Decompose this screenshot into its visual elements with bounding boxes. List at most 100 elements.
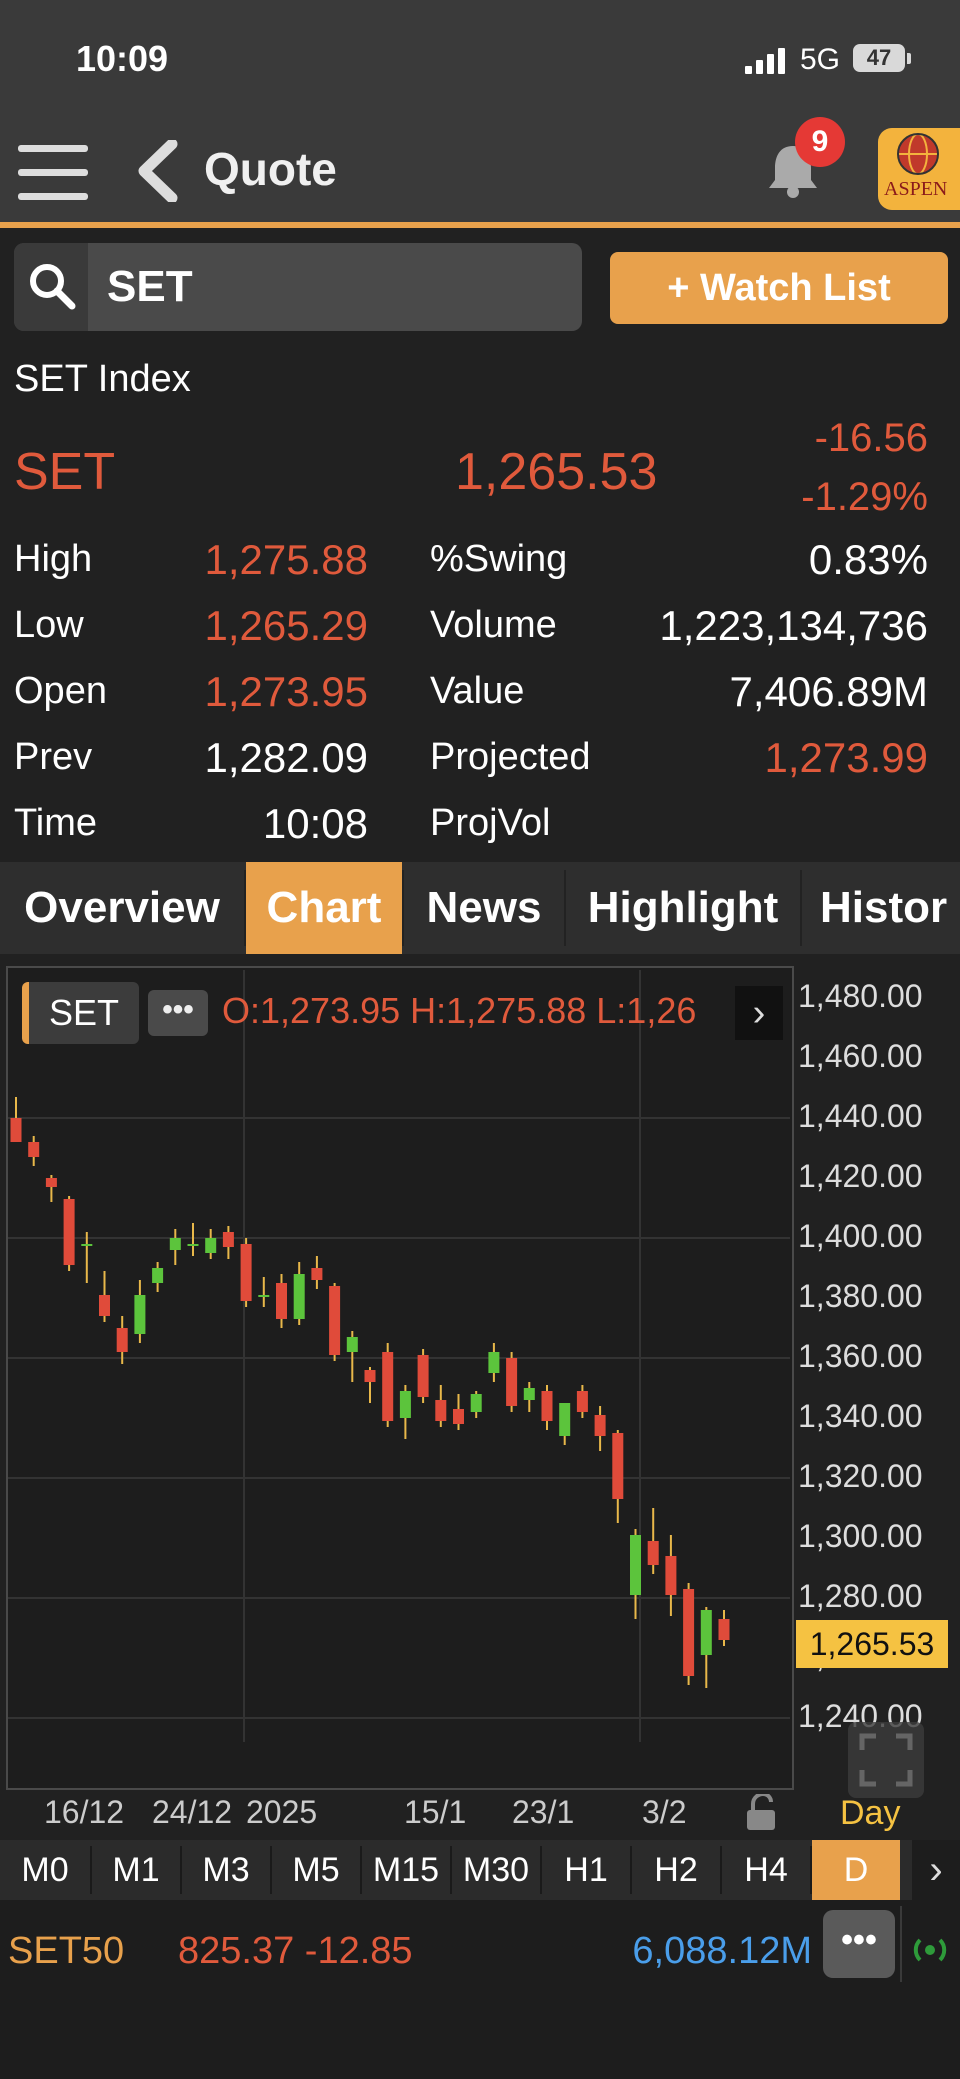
globe-icon	[897, 133, 939, 175]
y-tick-label: 1,320.00	[798, 1458, 923, 1494]
timeframe-m15[interactable]: M15	[372, 1851, 440, 1889]
tab-news[interactable]: News	[426, 883, 542, 932]
tab-overview[interactable]: Overview	[24, 883, 220, 932]
candle-body	[81, 1244, 93, 1246]
candle-body	[647, 1541, 659, 1565]
timeframe-h1[interactable]: H1	[564, 1851, 608, 1889]
candle-body	[99, 1295, 110, 1316]
candle-body	[311, 1268, 323, 1280]
volume-value: 1,223,134,736	[659, 602, 928, 649]
candle-body	[612, 1433, 624, 1499]
projected-label: Projected	[430, 736, 591, 778]
ticker-more-button[interactable]: •••	[823, 1910, 895, 1978]
candle-body	[630, 1535, 641, 1595]
x-tick-label: 24/12	[152, 1794, 233, 1830]
candle-body	[116, 1328, 128, 1352]
candle-body	[10, 1118, 22, 1142]
tab-highlight[interactable]: Highlight	[587, 883, 779, 932]
candle-body	[240, 1244, 252, 1301]
candle-body	[258, 1295, 270, 1297]
ticker-symbol[interactable]: SET50	[8, 1930, 125, 1972]
chart-period-label: Day	[840, 1794, 901, 1832]
notification-badge: 9	[795, 117, 845, 167]
fullscreen-icon[interactable]	[848, 1722, 924, 1798]
chart-symbol-chip[interactable]: SET	[22, 982, 139, 1044]
timeframe-m0[interactable]: M0	[21, 1851, 69, 1889]
candle-body	[700, 1610, 712, 1655]
timeframe-m30[interactable]: M30	[462, 1851, 530, 1889]
live-signal-icon	[913, 1938, 947, 1962]
chart-area[interactable]	[6, 966, 794, 1790]
candle-body	[45, 1178, 57, 1187]
value-value: 7,406.89M	[729, 668, 928, 715]
search-value: SET	[107, 262, 193, 311]
chevron-right-icon[interactable]: ›	[735, 986, 783, 1040]
ticker-divider	[900, 1906, 902, 1982]
candle-body	[594, 1415, 606, 1436]
y-tick-label: 1,440.00	[798, 1098, 923, 1134]
battery-icon: 47	[853, 44, 905, 72]
timeframe-m3[interactable]: M3	[202, 1851, 250, 1889]
x-tick-label: 23/1	[512, 1794, 575, 1830]
low-label: Low	[14, 604, 84, 646]
symbol-fullname: SET Index	[14, 358, 191, 400]
timeframe-h4[interactable]: H4	[744, 1851, 788, 1889]
search-button[interactable]	[14, 243, 88, 331]
volume-label: Volume	[430, 604, 557, 646]
candle-body	[152, 1268, 164, 1283]
chevron-right-icon[interactable]: ›	[912, 1840, 960, 1900]
price-change-percent: -1.29%	[801, 475, 928, 519]
search-input[interactable]	[14, 243, 582, 331]
back-chevron-icon[interactable]	[136, 140, 180, 202]
tab-history[interactable]: Histor	[820, 883, 948, 932]
swing-label: %Swing	[430, 538, 568, 580]
candle-body	[205, 1238, 217, 1253]
timeframe-m1[interactable]: M1	[112, 1851, 160, 1889]
open-label: Open	[14, 670, 107, 712]
ticker-volume: 6,088.12M	[632, 1930, 812, 1972]
timeframe-m5[interactable]: M5	[292, 1851, 340, 1889]
candle-body	[453, 1409, 464, 1424]
status-bar	[0, 0, 960, 120]
low-value: 1,265.29	[204, 602, 369, 649]
candle-body	[169, 1238, 181, 1250]
prev-value: 1,282.09	[204, 734, 369, 781]
index-ticker	[0, 1900, 960, 2079]
aspen-logo[interactable]: ASPEN	[878, 128, 960, 210]
x-tick-label: 16/12	[44, 1794, 125, 1830]
page-title: Quote	[204, 143, 337, 195]
chart-more-button[interactable]: •••	[148, 990, 208, 1036]
candle-body	[399, 1391, 411, 1418]
candle-body	[222, 1232, 234, 1247]
candle-body	[683, 1589, 695, 1676]
y-tick-label: 1,300.00	[798, 1518, 923, 1554]
candle-body	[541, 1391, 553, 1421]
projvol-label: ProjVol	[430, 802, 551, 844]
high-value: 1,275.88	[204, 536, 369, 583]
y-tick-label: 1,280.00	[798, 1578, 923, 1614]
candle-body	[665, 1556, 677, 1595]
chart-ohl-readout: O:1,273.95 H:1,275.88 L:1,26	[222, 990, 697, 1031]
candle-body	[293, 1274, 305, 1319]
y-tick-label: 1,360.00	[798, 1338, 923, 1374]
tab-chart[interactable]: Chart	[246, 862, 402, 954]
candle-body	[329, 1286, 341, 1355]
status-time: 10:09	[76, 38, 169, 79]
candle-body	[276, 1283, 287, 1319]
nav-divider	[0, 222, 960, 228]
timeframe-h2[interactable]: H2	[654, 1851, 698, 1889]
last-price-tag: 1,265.53	[796, 1620, 948, 1668]
candle-body	[506, 1358, 518, 1406]
ticker-value: 825.37 -12.85	[178, 1930, 413, 1972]
lock-icon[interactable]	[745, 1794, 779, 1832]
x-tick-label: 2025	[246, 1794, 318, 1830]
candlestick-chart[interactable]	[0, 958, 960, 1788]
candle-body	[559, 1403, 571, 1436]
battery-tip	[907, 53, 911, 64]
add-watchlist-button[interactable]: + Watch List	[610, 252, 948, 324]
hamburger-menu-icon[interactable]	[18, 145, 90, 201]
high-label: High	[14, 538, 93, 580]
candle-body	[382, 1352, 394, 1421]
timeframe-d[interactable]: D	[812, 1840, 900, 1900]
y-tick-label: 1,460.00	[798, 1038, 923, 1074]
